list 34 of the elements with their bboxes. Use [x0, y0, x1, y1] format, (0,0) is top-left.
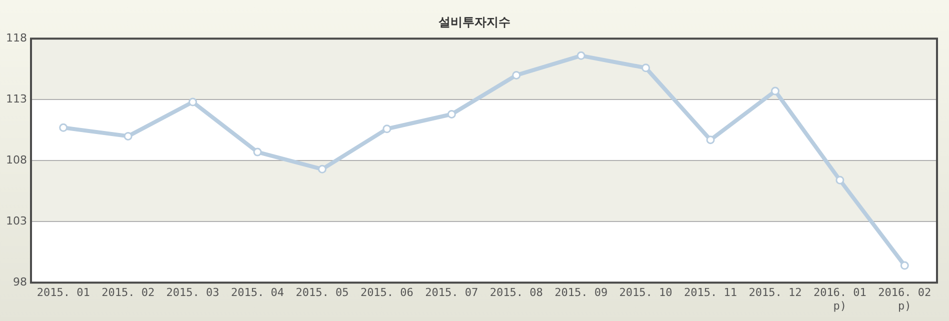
- y-tick-label: 98: [12, 275, 27, 288]
- x-tick-label: 2015. 11: [684, 286, 737, 300]
- x-tick-label: 2015. 06: [360, 286, 414, 300]
- point: [642, 64, 650, 72]
- y-tick-label: 118: [6, 31, 27, 44]
- point: [576, 51, 586, 60]
- point: [382, 124, 392, 134]
- x-tick-label: 2016. 01 p): [813, 286, 866, 312]
- x-tick-label: 2015. 02: [102, 286, 155, 300]
- x-tick-label: 2015. 04: [231, 286, 284, 300]
- x-tick-label: 2015. 05: [296, 286, 349, 300]
- x-tick-label: 2015. 07: [425, 286, 478, 300]
- x-tick-label: 2015. 01: [36, 286, 90, 300]
- x-tick-label: 2015. 09: [554, 286, 608, 300]
- point: [900, 261, 909, 270]
- point: [770, 86, 780, 96]
- point: [447, 110, 456, 118]
- point: [836, 176, 844, 184]
- y-tick-label: 103: [6, 214, 27, 228]
- x-tick-label: 2015. 10: [619, 286, 672, 300]
- point: [706, 136, 715, 144]
- x-tick-label: 2016. 02 p): [878, 286, 932, 312]
- point: [512, 70, 521, 80]
- y-tick-label: 113: [6, 92, 27, 106]
- point: [253, 148, 262, 156]
- point: [124, 132, 132, 140]
- chart-title: 설비투자지수: [438, 14, 512, 31]
- point: [59, 123, 68, 132]
- x-tick-label: 2015. 08: [490, 286, 543, 300]
- y-tick-label: 108: [6, 153, 27, 166]
- point: [318, 164, 326, 174]
- point: [188, 98, 198, 106]
- x-tick-label: 2015. 03: [166, 286, 220, 300]
- x-tick-label: 2015. 12: [748, 286, 802, 300]
